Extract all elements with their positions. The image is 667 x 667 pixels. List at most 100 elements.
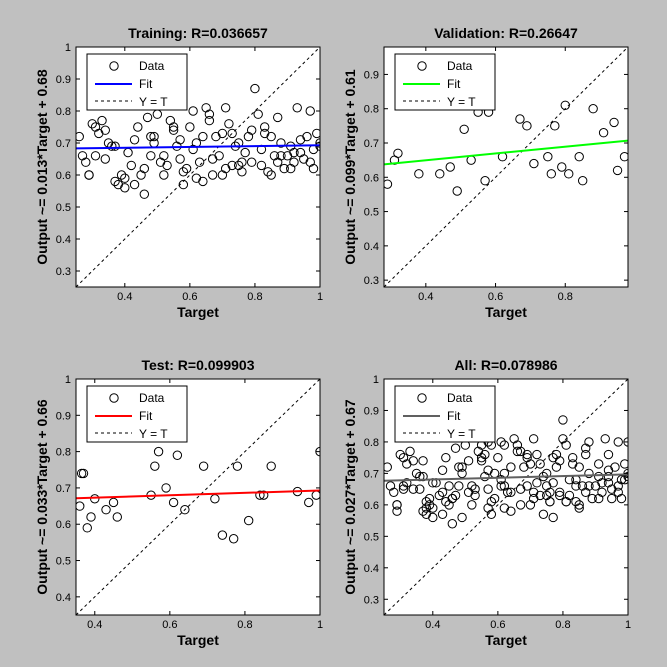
data-point	[258, 490, 269, 500]
legend: Data Fit Y = T	[86, 385, 188, 443]
data-point	[76, 501, 85, 511]
data-point	[188, 144, 198, 155]
data-point	[112, 512, 122, 522]
data-point	[418, 506, 428, 516]
data-point	[603, 471, 614, 482]
data-point	[620, 474, 628, 485]
data-point	[560, 100, 570, 110]
legend-box	[86, 385, 188, 443]
data-point	[499, 440, 510, 450]
data-point	[598, 128, 609, 138]
y-tick-label: 0.8	[364, 104, 379, 116]
data-point	[108, 497, 119, 508]
data-point	[554, 490, 565, 501]
data-point	[175, 154, 185, 164]
legend-label-data: Data	[447, 59, 473, 73]
y-tick-label: 0.4	[364, 563, 379, 575]
y-tick-label: 0.7	[364, 138, 379, 150]
data-point	[558, 434, 568, 444]
data-point	[584, 468, 594, 479]
y-tick-label: 0.7	[56, 138, 71, 150]
data-point	[217, 170, 228, 180]
data-point	[506, 462, 516, 472]
legend-label-data: Data	[139, 391, 165, 405]
data-point	[168, 497, 179, 508]
data-point	[421, 509, 431, 520]
x-axis-label: Target	[485, 304, 527, 320]
legend-label-fit: Fit	[139, 409, 153, 423]
plot-panel-2: 0.4 0.6 0.8 0.3 0.4 0.5 0.6 0.7 0.8 0.9 Validation…	[342, 25, 629, 320]
data-point	[489, 493, 500, 504]
data-point	[185, 122, 195, 132]
data-point	[457, 512, 467, 523]
data-point	[551, 449, 562, 460]
x-tick-label: 0.4	[87, 619, 102, 631]
data-point	[470, 484, 480, 494]
data-point	[129, 135, 140, 145]
data-point	[543, 152, 553, 162]
legend-label-data: Data	[139, 59, 165, 73]
x-tick-label: 1	[317, 291, 323, 303]
data-point	[149, 131, 159, 142]
data-point	[107, 141, 117, 151]
data-point	[194, 157, 205, 167]
data-point	[515, 114, 525, 124]
data-point	[607, 484, 617, 494]
y-tick-label: 0.7	[56, 483, 71, 495]
plot-data-layer	[384, 379, 628, 615]
data-point	[600, 434, 610, 444]
data-point	[550, 121, 560, 131]
data-point	[220, 103, 231, 113]
fit-line	[384, 139, 628, 166]
data-point	[90, 494, 100, 504]
axes-frame	[383, 378, 629, 616]
x-tick-label: 0.6	[488, 291, 503, 303]
legend-data-marker	[109, 393, 119, 403]
x-tick-label: 0.8	[555, 619, 570, 631]
y-tick-label: 0.5	[56, 556, 71, 568]
data-point	[528, 487, 539, 497]
data-point	[198, 461, 209, 471]
legend-label-identity: Y = T	[447, 95, 476, 109]
data-point	[525, 500, 536, 510]
y-tick-label: 0.5	[364, 531, 379, 543]
data-point	[402, 459, 412, 469]
data-point	[273, 112, 283, 123]
data-point	[554, 456, 565, 466]
data-point	[120, 183, 130, 193]
y-axis-label: Output ~= 0.033*Target + 0.66	[34, 399, 50, 595]
x-tick-label: 0.4	[418, 291, 433, 303]
data-point	[483, 465, 493, 475]
y-tick-label: 0.5	[56, 202, 71, 214]
data-point	[86, 512, 96, 522]
y-tick-label: 0.6	[56, 170, 71, 182]
data-point	[116, 170, 127, 180]
data-point	[224, 119, 234, 129]
data-point	[133, 122, 143, 132]
data-point	[217, 128, 228, 139]
data-point	[548, 452, 558, 463]
plot-data-layer	[76, 379, 320, 615]
data-point	[535, 459, 545, 469]
data-point	[78, 468, 89, 479]
data-point	[499, 481, 510, 491]
plot-title: All: R=0.078986	[454, 357, 557, 373]
data-point	[150, 461, 160, 471]
data-point	[246, 125, 257, 135]
data-point	[546, 169, 557, 179]
data-point	[486, 497, 497, 507]
data-point	[564, 169, 574, 179]
data-point	[159, 170, 169, 180]
data-point	[250, 83, 260, 94]
data-point	[428, 512, 438, 523]
data-point	[467, 500, 477, 510]
y-tick-label: 1	[65, 374, 71, 386]
data-point	[441, 497, 451, 507]
data-point	[522, 449, 532, 460]
fit-line	[384, 473, 628, 482]
y-tick-label: 0.3	[364, 594, 379, 606]
data-point	[424, 500, 435, 510]
data-point	[178, 167, 189, 177]
data-point	[613, 481, 623, 491]
data-point	[198, 131, 208, 142]
